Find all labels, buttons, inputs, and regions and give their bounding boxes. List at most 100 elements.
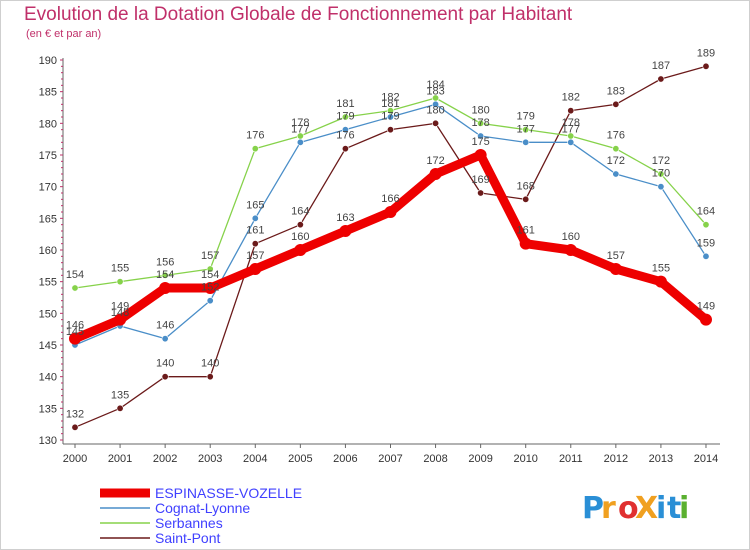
x-tick-label: 2011 [559, 453, 583, 465]
x-tick-label: 2005 [288, 453, 312, 465]
data-point [251, 145, 259, 153]
data-label: 176 [336, 130, 354, 142]
data-label: 166 [381, 193, 399, 205]
data-label: 154 [156, 269, 174, 281]
data-point [386, 113, 394, 121]
data-label: 157 [201, 250, 219, 262]
legend-label: Saint-Pont [155, 530, 220, 546]
data-point [251, 240, 259, 248]
data-label: 170 [652, 168, 670, 180]
data-label: 182 [381, 92, 399, 104]
data-label: 159 [697, 237, 715, 249]
data-point [339, 225, 352, 237]
data-point [69, 332, 81, 345]
data-label: 178 [562, 117, 580, 129]
data-label: 161 [246, 225, 264, 237]
data-label: 184 [426, 79, 444, 91]
y-tick-label: 185 [39, 87, 57, 99]
data-label: 177 [517, 123, 535, 135]
y-tick-label: 155 [39, 277, 57, 289]
data-point [522, 126, 530, 134]
y-tick-label: 145 [39, 340, 57, 352]
data-label: 165 [246, 199, 264, 211]
data-point [612, 145, 620, 153]
data-label: 175 [471, 136, 489, 148]
data-label: 154 [201, 269, 219, 281]
data-point [386, 126, 394, 134]
data-label: 149 [697, 301, 715, 313]
data-label: 176 [607, 130, 625, 142]
data-label: 164 [697, 206, 715, 218]
data-label: 140 [201, 358, 219, 370]
data-point [522, 138, 530, 146]
data-point [429, 168, 442, 180]
data-point [477, 189, 485, 197]
data-point [161, 335, 169, 343]
data-label: 140 [156, 358, 174, 370]
data-point [702, 252, 710, 260]
data-point [477, 119, 485, 127]
data-point [341, 126, 349, 134]
legend-label: Serbannes [155, 515, 223, 531]
data-point [657, 170, 665, 178]
data-point [116, 404, 124, 412]
logo-letter: i [679, 491, 689, 526]
data-point [296, 221, 304, 229]
data-point [116, 278, 124, 286]
y-tick-label: 180 [39, 118, 57, 130]
y-tick-label: 170 [39, 182, 57, 194]
data-label: 154 [66, 269, 84, 281]
data-point [567, 138, 575, 146]
data-point [519, 237, 532, 250]
x-tick-label: 2009 [468, 453, 492, 465]
data-point [702, 221, 710, 229]
logo-letter: X [635, 491, 658, 526]
data-label: 172 [426, 155, 444, 167]
data-point [612, 100, 620, 108]
x-tick-label: 2010 [513, 453, 537, 465]
data-label: 183 [426, 85, 444, 97]
data-point [206, 297, 214, 305]
data-point [341, 145, 349, 153]
data-point [71, 423, 79, 431]
data-label: 146 [156, 320, 174, 332]
x-tick-label: 2001 [108, 453, 132, 465]
data-label: 172 [607, 155, 625, 167]
x-tick-label: 2004 [243, 453, 267, 465]
data-point [432, 100, 440, 108]
data-label: 161 [517, 225, 535, 237]
data-point [384, 206, 397, 218]
data-point [522, 195, 530, 203]
data-label: 163 [336, 212, 354, 224]
x-tick-label: 2003 [198, 453, 222, 465]
data-point [657, 75, 665, 83]
data-label: 179 [517, 111, 535, 123]
data-label: 160 [562, 231, 580, 243]
data-label: 181 [336, 98, 354, 110]
data-point [296, 138, 304, 146]
logo-letter: t [667, 491, 681, 526]
y-tick-label: 135 [39, 403, 57, 415]
data-label: 148 [111, 307, 129, 319]
data-point [294, 244, 307, 256]
data-point [161, 271, 169, 279]
data-point [249, 263, 262, 275]
data-point [657, 183, 665, 191]
y-tick-label: 130 [39, 435, 57, 447]
data-label: 179 [336, 111, 354, 123]
logo-letter: i [656, 491, 666, 526]
data-point [699, 313, 712, 326]
data-label: 168 [517, 180, 535, 192]
x-tick-label: 2012 [604, 453, 628, 465]
data-point [609, 263, 622, 275]
data-label: 132 [66, 408, 84, 420]
data-label: 180 [471, 104, 489, 116]
data-label: 155 [652, 263, 670, 275]
data-point [114, 313, 127, 326]
data-label: 182 [562, 92, 580, 104]
x-tick-label: 2013 [649, 453, 673, 465]
data-label: 146 [66, 320, 84, 332]
data-label: 155 [111, 263, 129, 275]
chart-subtitle: (en € et par an) [26, 28, 102, 40]
